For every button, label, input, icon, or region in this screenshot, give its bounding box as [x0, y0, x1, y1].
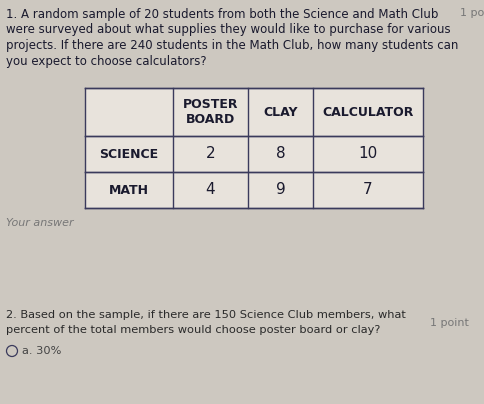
Text: were surveyed about what supplies they would like to purchase for various: were surveyed about what supplies they w… [6, 23, 450, 36]
Text: 10: 10 [358, 147, 377, 162]
Text: 9: 9 [275, 183, 285, 198]
Text: 1 point: 1 point [429, 318, 468, 328]
Text: 1 poin: 1 poin [459, 8, 484, 18]
Circle shape [6, 345, 17, 356]
Bar [85, 88, 422, 208]
Text: CLAY: CLAY [263, 105, 297, 118]
Text: you expect to choose calculators?: you expect to choose calculators? [6, 55, 206, 67]
Text: projects. If there are 240 students in the Math Club, how many students can: projects. If there are 240 students in t… [6, 39, 457, 52]
Text: percent of the total members would choose poster board or clay?: percent of the total members would choos… [6, 325, 379, 335]
Text: POSTER
BOARD: POSTER BOARD [182, 98, 238, 126]
Text: Your answer: Your answer [6, 218, 74, 228]
Text: 4: 4 [205, 183, 215, 198]
Text: 1. A random sample of 20 students from both the Science and Math Club: 1. A random sample of 20 students from b… [6, 8, 438, 21]
Text: CALCULATOR: CALCULATOR [322, 105, 413, 118]
Text: 2: 2 [205, 147, 215, 162]
Text: a. 30%: a. 30% [22, 346, 61, 356]
Text: 2. Based on the sample, if there are 150 Science Club members, what: 2. Based on the sample, if there are 150… [6, 310, 405, 320]
Text: 7: 7 [363, 183, 372, 198]
Text: MATH: MATH [109, 183, 149, 196]
Text: SCIENCE: SCIENCE [99, 147, 158, 160]
Text: 8: 8 [275, 147, 285, 162]
